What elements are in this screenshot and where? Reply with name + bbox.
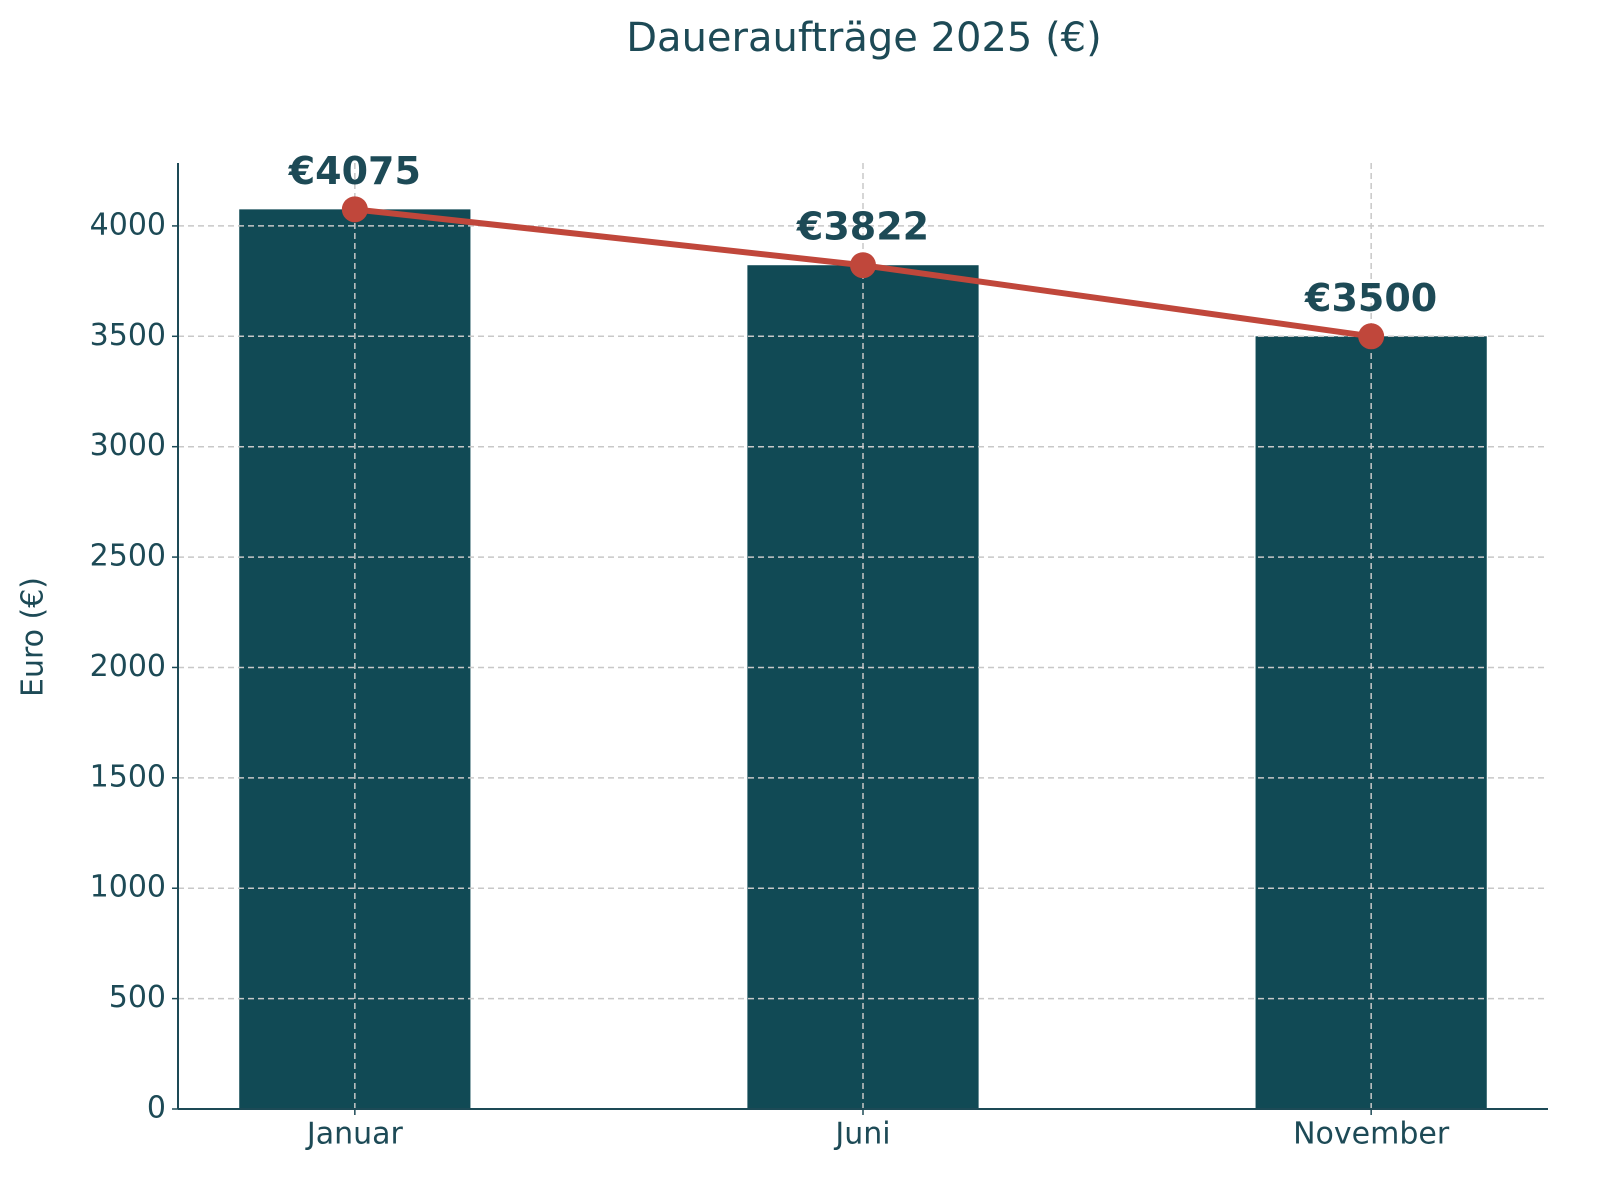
y-tick-label: 1000 (90, 870, 166, 905)
data-label: €4075 (288, 149, 421, 193)
trend-point (341, 196, 368, 223)
trend-point (850, 252, 876, 279)
y-tick-label: 3500 (90, 318, 166, 353)
y-tick-label: 1500 (90, 759, 166, 794)
y-tick-label: 500 (109, 980, 166, 1015)
trend-point (1358, 323, 1385, 350)
x-tick-label: Januar (305, 1117, 404, 1152)
bar (239, 209, 471, 1110)
y-axis-label: Euro (€) (16, 577, 51, 697)
x-tick-label: November (1293, 1117, 1450, 1152)
y-tick-label: 2000 (90, 649, 166, 684)
x-tick-label: Juni (833, 1117, 890, 1152)
y-tick-label: 3000 (90, 428, 166, 463)
y-tick-label: 2500 (90, 539, 166, 574)
y-tick-label: 0 (147, 1091, 166, 1126)
y-tick-label: 4000 (90, 207, 166, 242)
chart-title: Daueraufträge 2025 (€) (626, 15, 1102, 61)
data-label: €3500 (1304, 276, 1437, 320)
data-label: €3822 (796, 205, 929, 249)
